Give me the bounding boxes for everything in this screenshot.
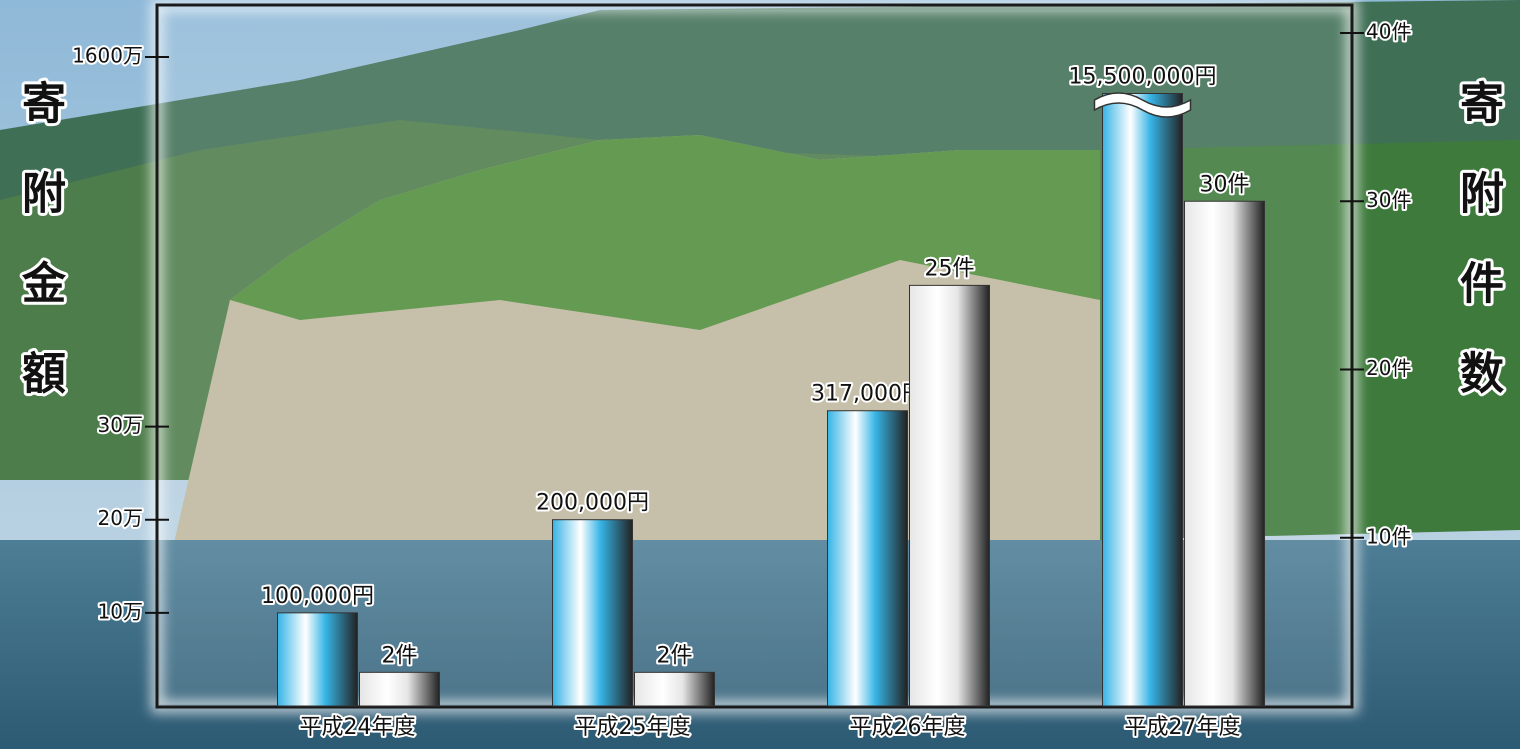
y-tick-label: 10万 [98,599,143,623]
x-tick-label: 平成26年度 [850,715,966,740]
y2-tick-label: 40件 [1366,20,1411,44]
left-axis-title: 寄附金額 [14,80,67,440]
bar [909,284,990,707]
y2-tick-label: 10件 [1366,524,1411,548]
bar [359,671,440,707]
x-tick-label: 平成24年度 [300,715,416,740]
value-label: 317,000円 [811,382,924,407]
axis-break [1093,92,1192,118]
value-label: 100,000円 [261,584,374,609]
bar [634,671,715,707]
x-tick-label: 平成25年度 [575,715,691,740]
y-tick-label: 30万 [98,413,143,437]
y-tick-label: 1600万 [72,44,143,68]
value-label: 200,000円 [536,491,649,516]
y2-tick-label: 20件 [1366,356,1411,380]
bar [552,519,633,707]
bar [1184,200,1265,707]
value-label: 15,500,000円 [1069,65,1217,90]
bar [1102,93,1183,707]
value-label: 30件 [1200,172,1250,197]
y2-tick-label: 30件 [1366,188,1411,212]
y-tick-label: 20万 [98,506,143,530]
x-tick-label: 平成27年度 [1125,715,1241,740]
bar [827,410,908,707]
value-label: 25件 [925,256,975,281]
value-label: 2件 [382,643,418,668]
value-label: 2件 [657,643,693,668]
right-axis-title: 寄附件数 [1452,80,1504,440]
bar [277,612,358,707]
